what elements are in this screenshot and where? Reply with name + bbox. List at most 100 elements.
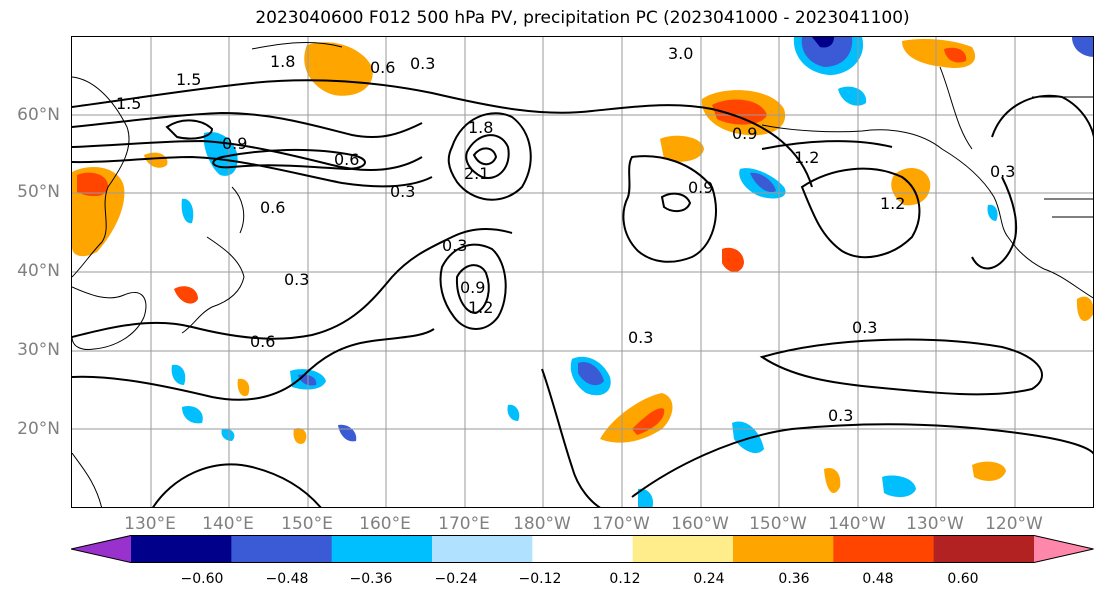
lon-label-140w: 140°W xyxy=(828,514,886,534)
colorbar-tick-label: 0.60 xyxy=(947,571,979,587)
precip-blob xyxy=(732,421,764,454)
contour-label: 0.9 xyxy=(460,278,485,297)
precip-blob xyxy=(638,488,653,507)
lat-label-30n: 30°N xyxy=(17,340,60,360)
precip-blob xyxy=(972,461,1006,481)
precip-blob xyxy=(838,86,867,106)
colorbar-tick-label: 0.12 xyxy=(609,571,641,587)
colorbar-tick-label: −0.36 xyxy=(349,571,393,587)
colorbar-extend-min xyxy=(71,535,131,563)
colorbar-tick-label: −0.12 xyxy=(518,571,562,587)
contour-label: 1.2 xyxy=(468,298,493,317)
lon-label-180w: 180°W xyxy=(513,514,571,534)
precip-blob xyxy=(338,424,357,442)
lon-label-150w: 150°W xyxy=(749,514,807,534)
contour-label: 1.2 xyxy=(880,194,905,213)
coastlines xyxy=(72,42,1093,507)
precip-blob xyxy=(632,408,665,435)
contour-label: 0.3 xyxy=(628,328,653,347)
contour-label: 0.9 xyxy=(688,178,713,197)
precip-negative-shading xyxy=(171,37,1093,507)
lon-label-170e: 170°E xyxy=(438,514,490,534)
precip-blob xyxy=(174,286,198,304)
contour-label: 0.6 xyxy=(370,58,395,77)
lat-label-20n: 20°N xyxy=(17,419,60,439)
precip-blob xyxy=(77,172,109,197)
colorbar-segment xyxy=(131,535,232,563)
map-canvas: 0.3 0.3 0.3 0.3 0.3 0.3 0.3 0.3 0.6 0.6 … xyxy=(72,37,1093,507)
colorbar-segment xyxy=(933,535,1035,563)
colorbar-tick-label: 0.36 xyxy=(778,571,810,587)
lat-label-60n: 60°N xyxy=(17,105,60,125)
precip-blob xyxy=(578,361,604,386)
precip-blob xyxy=(722,247,744,272)
colorbar-segment xyxy=(231,535,333,563)
contour-label: 1.8 xyxy=(270,52,295,71)
map-panel: 0.3 0.3 0.3 0.3 0.3 0.3 0.3 0.3 0.6 0.6 … xyxy=(71,36,1094,508)
contour-label: 3.0 xyxy=(668,44,693,63)
contour-label: 0.3 xyxy=(852,318,877,337)
precip-blob xyxy=(824,467,841,493)
pv-contours xyxy=(72,79,1093,507)
precip-blob xyxy=(660,135,704,162)
contour-label: 0.9 xyxy=(222,134,247,153)
precip-blob xyxy=(1076,296,1093,322)
precip-blob xyxy=(944,47,967,63)
colorbar xyxy=(71,535,1094,563)
precip-blob xyxy=(221,428,235,441)
contour-label: 2.1 xyxy=(464,164,489,183)
contour-label: 1.5 xyxy=(176,70,201,89)
lon-label-160w: 160°W xyxy=(671,514,729,534)
precip-blob xyxy=(144,152,168,168)
colorbar-segment xyxy=(632,535,734,563)
lon-label-130e: 130°E xyxy=(124,514,176,534)
contour-label: 0.3 xyxy=(390,182,415,201)
lon-label-130w: 130°W xyxy=(906,514,964,534)
colorbar-tick-label: 0.48 xyxy=(862,571,894,587)
precip-blob xyxy=(712,99,767,125)
precip-positive-shading xyxy=(72,39,1093,493)
precip-blob xyxy=(1072,37,1093,57)
contour-label: 0.3 xyxy=(828,406,853,425)
colorbar-extend-max xyxy=(1034,535,1094,563)
colorbar-segment xyxy=(532,535,634,563)
precip-blob xyxy=(801,37,853,67)
lat-label-50n: 50°N xyxy=(17,182,60,202)
precip-blob xyxy=(600,393,673,443)
contour-label: 1.5 xyxy=(116,94,141,113)
lon-label-170w: 170°W xyxy=(592,514,650,534)
precip-blob xyxy=(882,475,916,498)
colorbar-outline xyxy=(71,535,1094,563)
precip-blob xyxy=(182,405,203,424)
colorbar-segment xyxy=(833,535,935,563)
precip-blob xyxy=(987,204,998,221)
precip-blob xyxy=(750,172,776,193)
lon-label-120w: 120°W xyxy=(985,514,1043,534)
colorbar-segment xyxy=(733,535,834,563)
precip-blob xyxy=(304,42,373,96)
colorbar-segment xyxy=(432,535,533,563)
precip-blob xyxy=(812,37,834,48)
contour-label: 0.9 xyxy=(732,124,757,143)
colorbar-tick-label: −0.48 xyxy=(265,571,309,587)
contour-labels: 0.3 0.3 0.3 0.3 0.3 0.3 0.3 0.3 0.6 0.6 … xyxy=(116,44,1015,425)
contour-label: 0.3 xyxy=(410,54,435,73)
colorbar-tick-label: −0.24 xyxy=(434,571,478,587)
colorbar-tick-label: 0.24 xyxy=(693,571,725,587)
lon-label-140e: 140°E xyxy=(202,514,254,534)
lon-label-150e: 150°E xyxy=(281,514,333,534)
contour-label: 0.3 xyxy=(284,270,309,289)
contour-label: 0.6 xyxy=(250,332,275,351)
lat-label-40n: 40°N xyxy=(17,261,60,281)
colorbar-tick-label: −0.60 xyxy=(180,571,224,587)
contour-label: 1.8 xyxy=(468,118,493,137)
precip-blob xyxy=(181,198,194,224)
contour-label: 0.6 xyxy=(260,198,285,217)
precip-blob xyxy=(293,428,307,444)
contour-label: 0.6 xyxy=(334,150,359,169)
precip-blob xyxy=(171,364,186,385)
contour-label: 0.3 xyxy=(990,162,1015,181)
lon-label-160e: 160°E xyxy=(359,514,411,534)
colorbar-segment xyxy=(331,535,433,563)
precip-blob xyxy=(237,378,250,397)
